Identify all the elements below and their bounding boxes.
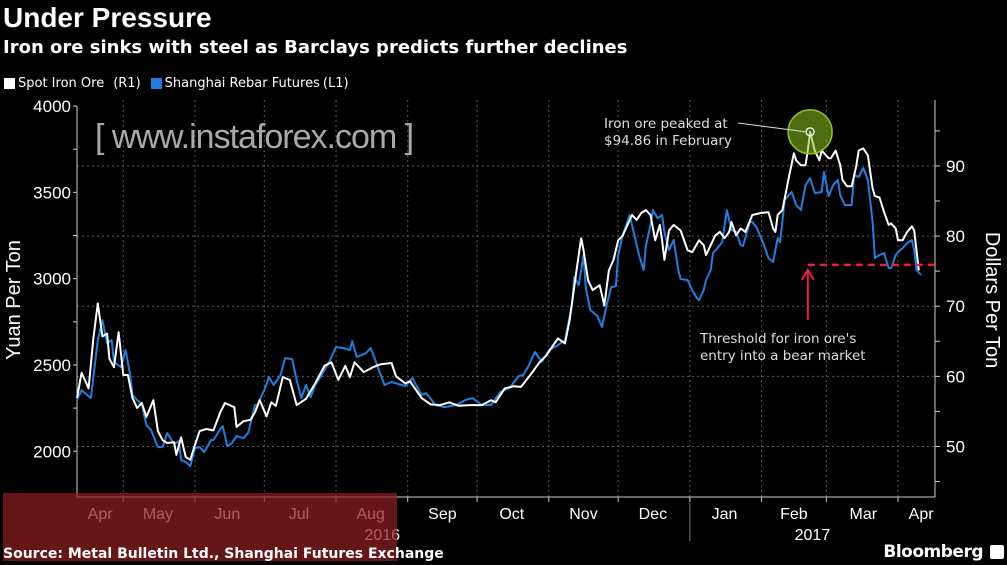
right-axis-title: Dollars Per Ton: [981, 232, 1003, 368]
right-tick-label: 60: [946, 367, 965, 386]
peak-highlight-circle: [787, 109, 833, 155]
watermark-overlay: [3, 493, 397, 561]
x-month-label: Apr: [909, 506, 935, 523]
left-tick-label: 2500: [33, 356, 71, 375]
legend-item-rebar: Shanghai Rebar Futures (L1): [150, 76, 349, 91]
threshold-annotation-line2: entry into a bear market: [700, 348, 866, 364]
bloomberg-chart-icon: [990, 545, 1004, 559]
peak-annotation-line2: $94.86 in February: [604, 133, 732, 149]
legend-label: Shanghai Rebar Futures: [164, 76, 320, 91]
peak-annotation-line1: Iron ore peaked at: [604, 116, 728, 132]
legend: Spot Iron Ore (R1) Shanghai Rebar Future…: [4, 76, 349, 91]
right-tick-label: 70: [946, 297, 965, 316]
x-month-label: Feb: [780, 506, 808, 523]
left-tick-label: 4000: [33, 97, 71, 116]
left-tick-label: 2000: [33, 442, 71, 461]
chart-subtitle: Iron ore sinks with steel as Barclays pr…: [3, 37, 628, 58]
left-tick-label: 3000: [33, 270, 71, 289]
legend-item-spot-iron-ore: Spot Iron Ore (R1): [4, 76, 141, 91]
left-axis-title: Yuan Per Ton: [3, 240, 25, 360]
legend-swatch-blue: [150, 78, 162, 89]
x-year-label: 2017: [795, 527, 831, 544]
watermark-text: [ www.instaforex.com ]: [95, 118, 414, 156]
source-note: Source: Metal Bulletin Ltd., Shanghai Fu…: [3, 546, 444, 562]
legend-axis: (R1): [113, 76, 141, 91]
peak-leader-line: [737, 122, 807, 133]
left-tick-label: 3500: [33, 183, 71, 202]
x-month-label: Nov: [569, 506, 597, 523]
x-month-label: Dec: [639, 506, 667, 523]
chart-title: Under Pressure: [3, 2, 212, 33]
right-tick-label: 80: [946, 227, 965, 246]
x-month-label: Jan: [712, 506, 738, 523]
legend-label: Spot Iron Ore: [18, 76, 105, 91]
threshold-arrow-head-icon: [800, 267, 815, 281]
x-month-label: Mar: [850, 506, 878, 523]
right-tick-label: 50: [946, 437, 965, 456]
legend-axis: (L1): [322, 76, 349, 91]
legend-swatch-white: [4, 78, 15, 89]
series-line-shanghai-rebar: [76, 167, 922, 468]
right-tick-label: 90: [946, 157, 965, 176]
x-month-label: Sep: [428, 506, 457, 523]
threshold-annotation-line1: Threshold for iron ore's: [699, 331, 856, 347]
series-line-spot-iron-ore: [76, 130, 920, 461]
bloomberg-logo: Bloomberg: [883, 542, 983, 562]
x-month-label: Oct: [499, 506, 524, 523]
